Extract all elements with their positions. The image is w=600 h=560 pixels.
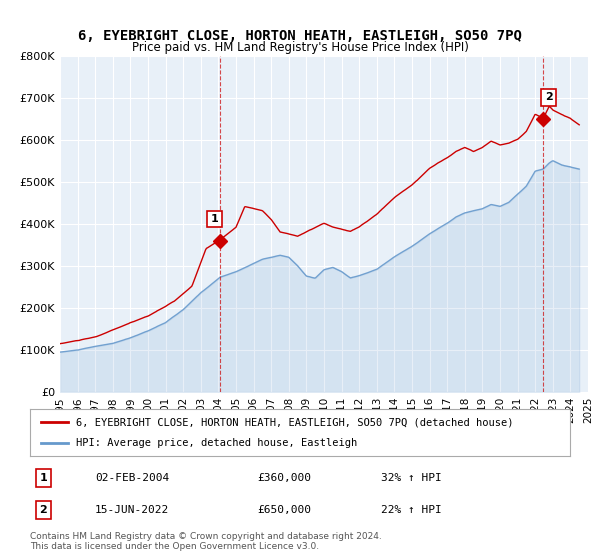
Text: Contains HM Land Registry data © Crown copyright and database right 2024.: Contains HM Land Registry data © Crown c… bbox=[30, 532, 382, 541]
Text: 2: 2 bbox=[545, 92, 553, 102]
Text: 6, EYEBRIGHT CLOSE, HORTON HEATH, EASTLEIGH, SO50 7PQ (detached house): 6, EYEBRIGHT CLOSE, HORTON HEATH, EASTLE… bbox=[76, 417, 514, 427]
Text: This data is licensed under the Open Government Licence v3.0.: This data is licensed under the Open Gov… bbox=[30, 542, 319, 551]
Text: 1: 1 bbox=[40, 473, 47, 483]
Text: 6, EYEBRIGHT CLOSE, HORTON HEATH, EASTLEIGH, SO50 7PQ: 6, EYEBRIGHT CLOSE, HORTON HEATH, EASTLE… bbox=[78, 29, 522, 44]
Text: Price paid vs. HM Land Registry's House Price Index (HPI): Price paid vs. HM Land Registry's House … bbox=[131, 41, 469, 54]
Text: 1: 1 bbox=[211, 214, 218, 224]
Text: HPI: Average price, detached house, Eastleigh: HPI: Average price, detached house, East… bbox=[76, 438, 357, 448]
Text: 02-FEB-2004: 02-FEB-2004 bbox=[95, 473, 169, 483]
Text: 15-JUN-2022: 15-JUN-2022 bbox=[95, 505, 169, 515]
Text: £360,000: £360,000 bbox=[257, 473, 311, 483]
Text: £650,000: £650,000 bbox=[257, 505, 311, 515]
Text: 22% ↑ HPI: 22% ↑ HPI bbox=[381, 505, 442, 515]
Text: 32% ↑ HPI: 32% ↑ HPI bbox=[381, 473, 442, 483]
Text: 2: 2 bbox=[40, 505, 47, 515]
